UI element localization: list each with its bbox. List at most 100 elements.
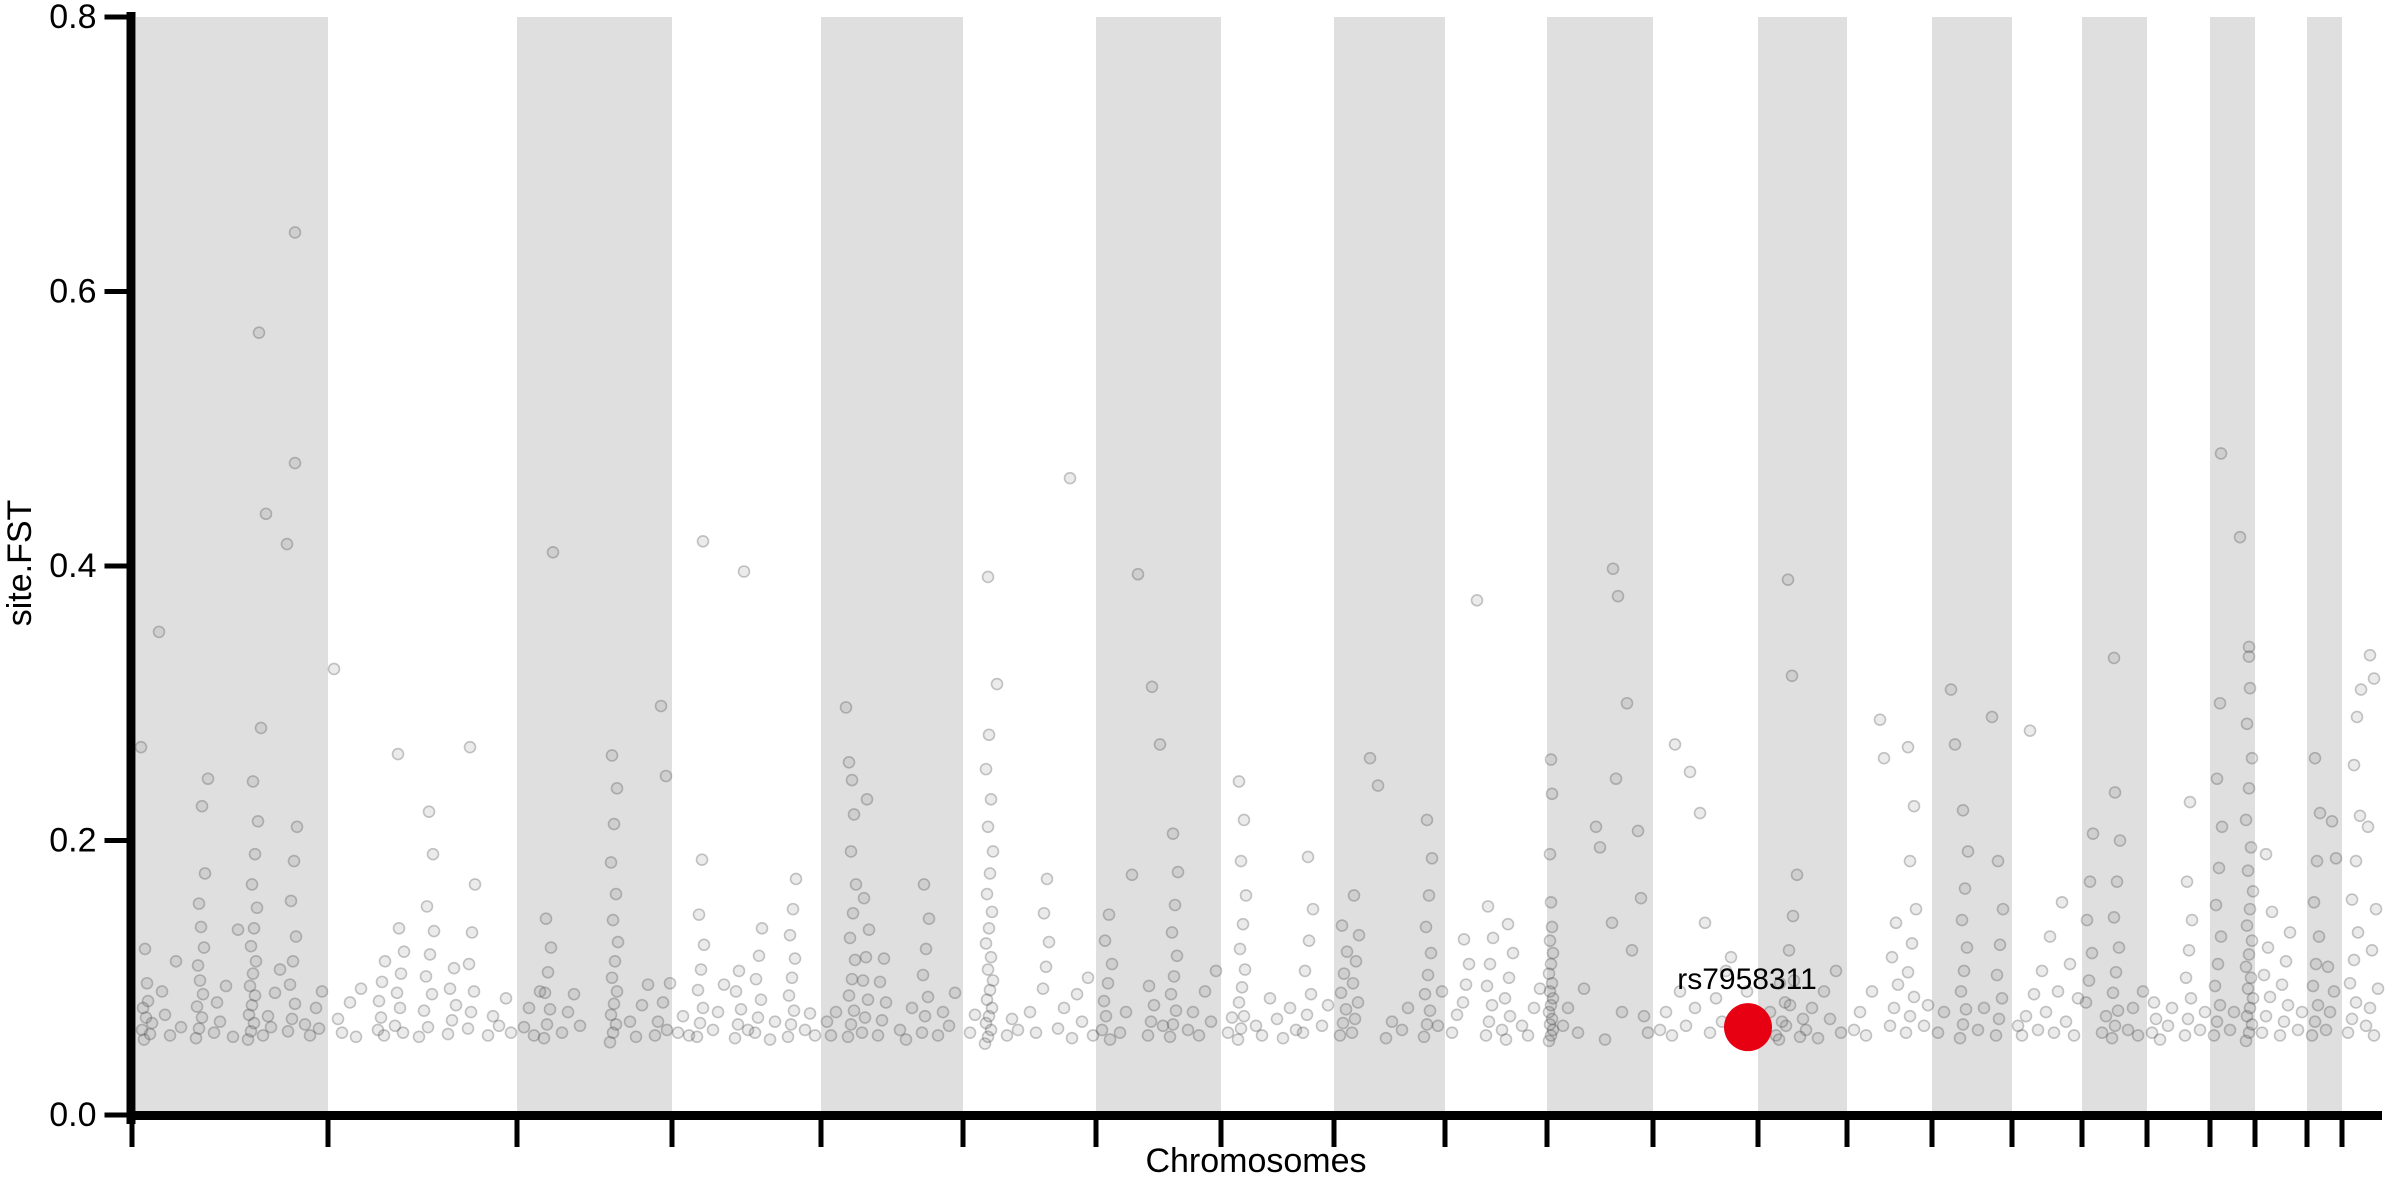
data-point xyxy=(1186,1005,1200,1019)
data-point xyxy=(1989,1029,2003,1042)
data-point xyxy=(982,922,996,935)
data-point xyxy=(1625,943,1639,957)
data-point xyxy=(1719,964,1733,978)
data-point xyxy=(786,902,800,916)
data-point xyxy=(788,952,802,965)
data-point xyxy=(1147,998,1161,1012)
data-point xyxy=(1992,1012,2006,1026)
data-point xyxy=(981,570,995,584)
data-point xyxy=(1955,913,1969,927)
data-point xyxy=(499,992,513,1005)
data-point xyxy=(605,749,619,762)
data-point xyxy=(1683,765,1697,779)
data-point xyxy=(1544,998,1558,1012)
data-point xyxy=(919,942,933,956)
data-point xyxy=(2107,651,2121,665)
data-point xyxy=(2193,1023,2207,1037)
data-point xyxy=(732,964,746,978)
data-point xyxy=(847,1004,861,1017)
data-point xyxy=(1785,669,1799,683)
y-tick-mark xyxy=(104,289,127,294)
data-point xyxy=(603,1035,617,1049)
data-point xyxy=(486,1009,500,1023)
data-point xyxy=(848,953,862,967)
chromosome-band xyxy=(1758,17,1847,1111)
data-point xyxy=(2108,786,2122,799)
data-point xyxy=(1435,985,1449,998)
highlighted-snp-point[interactable] xyxy=(1724,1003,1772,1052)
data-point xyxy=(1901,740,1915,754)
data-point xyxy=(573,1019,587,1033)
data-point xyxy=(2214,447,2228,460)
data-points-layer xyxy=(134,226,2385,1050)
data-point xyxy=(2243,1001,2257,1015)
data-point xyxy=(1385,1015,1399,1028)
data-point xyxy=(1063,471,1077,485)
data-point xyxy=(213,1015,227,1028)
data-point xyxy=(2319,1023,2333,1037)
data-point xyxy=(1103,1033,1117,1046)
data-point xyxy=(290,820,304,834)
data-point xyxy=(635,998,649,1012)
data-point xyxy=(249,954,263,968)
data-point xyxy=(349,1030,363,1044)
data-point xyxy=(1419,920,1433,934)
data-point xyxy=(915,1026,929,1039)
data-point xyxy=(1956,1018,1970,1031)
data-point xyxy=(2347,758,2361,772)
y-tick-label: 0.6 xyxy=(49,273,96,311)
data-point xyxy=(984,1023,998,1037)
data-point xyxy=(1546,946,1560,960)
data-point xyxy=(2349,996,2363,1009)
data-point xyxy=(251,814,265,828)
data-point xyxy=(1221,1026,1235,1039)
y-tick-label: 0.0 xyxy=(49,1096,96,1134)
data-point xyxy=(2239,960,2253,974)
data-point xyxy=(1961,845,1975,858)
data-point xyxy=(948,986,962,1000)
data-point xyxy=(2308,751,2322,765)
x-tick-mark xyxy=(1755,1120,1761,1147)
data-point xyxy=(397,945,411,958)
data-point xyxy=(1545,1012,1559,1026)
data-point xyxy=(195,799,209,813)
data-point xyxy=(1276,1031,1290,1045)
data-point xyxy=(2275,978,2289,991)
data-point xyxy=(1239,889,1253,902)
data-point xyxy=(2211,957,2225,971)
data-point xyxy=(623,1015,637,1028)
data-point xyxy=(847,808,861,821)
data-point xyxy=(1417,1030,1431,1044)
data-point xyxy=(1142,979,1156,993)
x-tick-mark xyxy=(818,1120,824,1147)
data-point xyxy=(1480,979,1494,993)
data-point xyxy=(378,954,392,968)
data-point xyxy=(426,847,440,861)
data-point xyxy=(656,996,670,1009)
data-point xyxy=(1673,985,1687,998)
data-point xyxy=(1306,902,1320,916)
data-point xyxy=(2354,683,2368,696)
data-point xyxy=(1300,1008,1314,1022)
chromosome-band xyxy=(821,17,963,1111)
data-point xyxy=(1420,1018,1434,1031)
data-point xyxy=(1561,1001,1575,1015)
data-point xyxy=(1431,1019,1445,1033)
data-point xyxy=(1956,804,1970,817)
data-point xyxy=(136,1001,150,1015)
data-point xyxy=(134,740,148,754)
data-point xyxy=(842,989,856,1002)
data-point xyxy=(377,1029,391,1042)
x-tick-mark xyxy=(1331,1120,1337,1147)
data-point xyxy=(1371,779,1385,792)
data-point xyxy=(641,978,655,991)
data-point xyxy=(1688,1001,1702,1015)
data-point xyxy=(561,1005,575,1019)
data-point xyxy=(2341,1026,2355,1039)
data-point xyxy=(1333,1029,1347,1042)
data-point xyxy=(1887,1001,1901,1015)
data-point xyxy=(544,941,558,954)
data-point xyxy=(803,1007,817,1020)
data-point xyxy=(1169,1004,1183,1017)
data-point xyxy=(2281,998,2295,1012)
